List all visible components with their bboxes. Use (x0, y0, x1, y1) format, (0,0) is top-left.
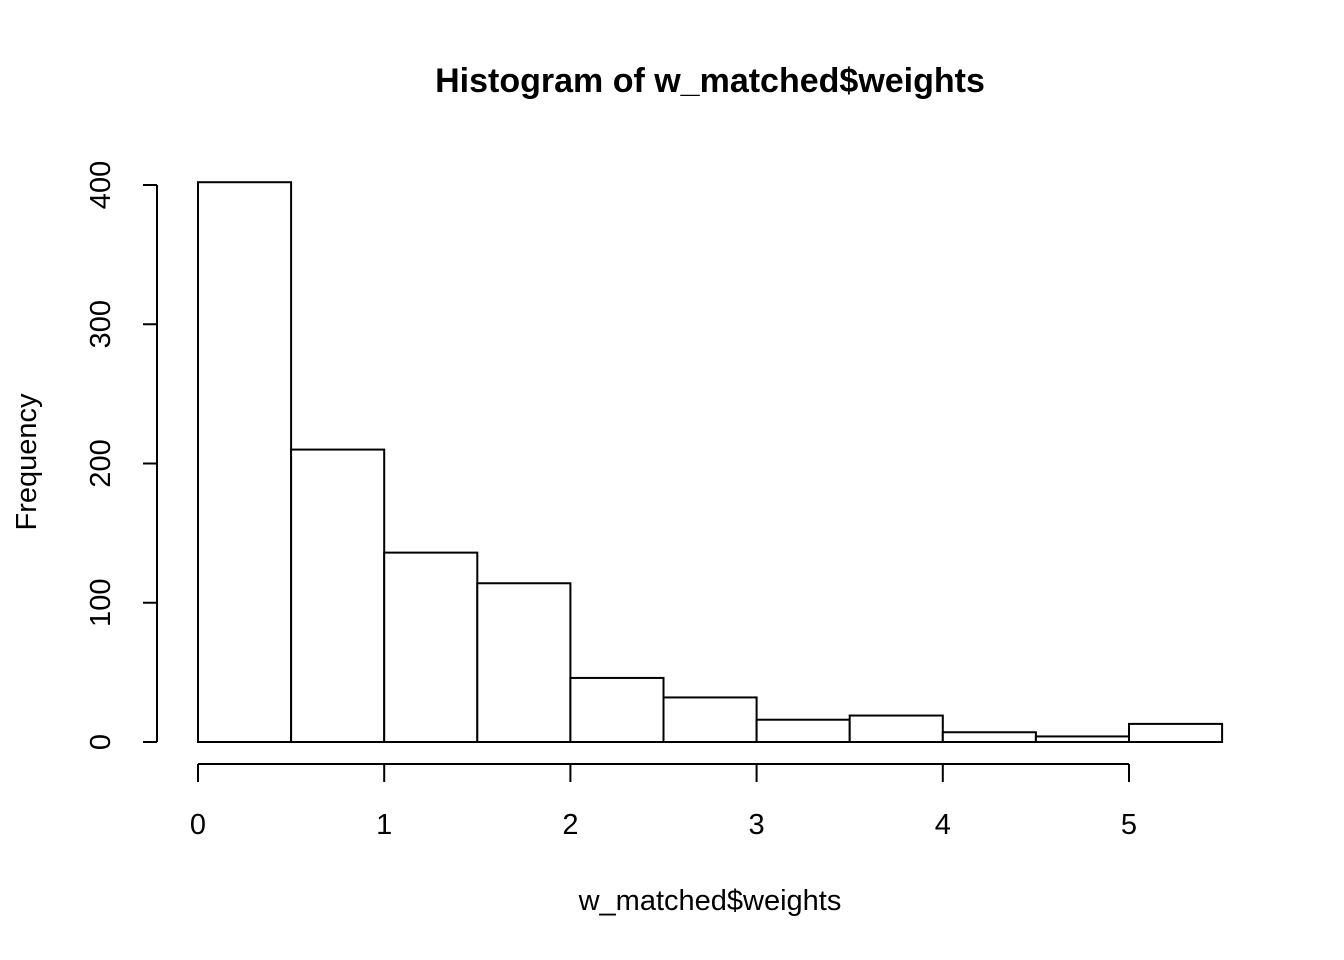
y-axis-label: Frequency (11, 393, 43, 531)
y-axis: 0 100 200 300 400 (85, 161, 158, 750)
histogram-bar-0 (197, 181, 293, 743)
x-axis: 0 1 2 3 4 5 (190, 763, 1137, 841)
histogram-bar-7 (848, 714, 944, 743)
y-tick-label: 0 (85, 734, 117, 750)
y-tick-label: 300 (85, 300, 117, 348)
histogram-bar-3 (476, 582, 572, 743)
histogram-bar-6 (755, 718, 851, 743)
histogram-bar-8 (941, 731, 1037, 744)
histogram-bar-5 (662, 696, 758, 744)
x-tick-label: 3 (749, 809, 765, 841)
x-tick-label: 1 (376, 809, 392, 841)
histogram-bar-10 (1128, 722, 1224, 744)
histogram-bar-9 (1034, 735, 1131, 743)
x-tick-label: 2 (562, 809, 578, 841)
bars-group (197, 181, 1224, 744)
y-tick-label: 100 (85, 579, 117, 627)
x-tick-label: 0 (190, 809, 206, 841)
y-tick-label: 200 (85, 439, 117, 487)
chart-title: Histogram of w_matched$weights (435, 62, 985, 100)
histogram-bar-2 (383, 551, 479, 743)
y-tick-label: 400 (85, 161, 117, 209)
x-axis-label: w_matched$weights (578, 885, 842, 917)
x-tick-label: 5 (1121, 809, 1137, 841)
histogram-bar-1 (290, 448, 386, 743)
histogram-bar-4 (569, 676, 665, 744)
x-tick-label: 4 (935, 809, 951, 841)
